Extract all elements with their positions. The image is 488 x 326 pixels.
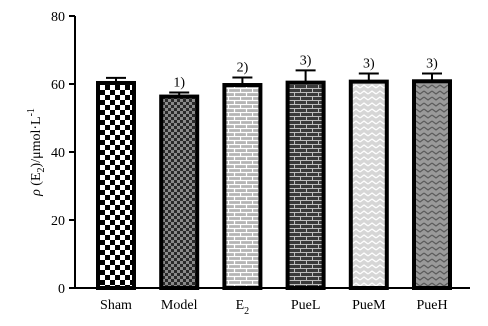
y-axis-unit: )/μmol·L bbox=[29, 116, 44, 167]
y-tick-label: 0 bbox=[58, 282, 65, 297]
significance-label: 2) bbox=[237, 61, 249, 76]
bar bbox=[222, 83, 263, 290]
y-axis-quantity: (E bbox=[29, 172, 44, 185]
bar-group bbox=[96, 76, 136, 291]
bar-group: 2) bbox=[222, 61, 263, 290]
x-tick-text: Model bbox=[161, 298, 198, 313]
x-tick-label: PueH bbox=[416, 298, 447, 313]
x-tick-text: PueH bbox=[416, 298, 447, 313]
x-axis: Sham Model E2 PueL PueM PueH bbox=[74, 287, 470, 317]
bars: 1) 2) 3) 3) 3) bbox=[96, 53, 452, 291]
x-tick-text: E bbox=[236, 298, 245, 313]
significance-label: 3) bbox=[363, 56, 375, 71]
x-tick-text: Sham bbox=[100, 298, 132, 313]
y-axis: 0 20 40 60 80 bbox=[51, 10, 76, 297]
x-tick-text: PueL bbox=[291, 298, 321, 313]
significance-label: 3) bbox=[300, 53, 312, 68]
y-axis-superscript: -1 bbox=[26, 108, 37, 116]
x-tick-text: PueM bbox=[352, 298, 386, 313]
x-tick-label: Model bbox=[161, 298, 198, 313]
y-tick-label: 60 bbox=[51, 78, 65, 93]
significance-label: 3) bbox=[426, 56, 438, 71]
bar-group: 3) bbox=[412, 56, 452, 290]
y-axis-rho: ρ bbox=[29, 186, 44, 197]
bar-group: 3) bbox=[348, 56, 389, 291]
x-tick-label: E2 bbox=[236, 298, 250, 317]
x-tick-label: Sham bbox=[100, 298, 132, 313]
bar bbox=[159, 94, 200, 290]
bar bbox=[412, 79, 452, 290]
significance-label: 1) bbox=[173, 76, 185, 91]
y-axis-subscript: 2 bbox=[36, 167, 47, 172]
x-tick-label: PueL bbox=[291, 298, 321, 313]
y-axis-label: ρ (E2)/μmol·L-1 bbox=[26, 108, 47, 197]
bar-group: 3) bbox=[285, 53, 326, 290]
y-tick-label: 20 bbox=[51, 214, 65, 229]
y-tick-label: 80 bbox=[51, 10, 65, 25]
bar-group: 1) bbox=[159, 76, 200, 290]
bar bbox=[285, 80, 326, 290]
x-tick-subscript: 2 bbox=[244, 306, 249, 317]
x-tick-label: PueM bbox=[352, 298, 386, 313]
bar bbox=[348, 79, 389, 291]
bar bbox=[96, 80, 136, 291]
y-axis-title: ρ (E2)/μmol·L-1 bbox=[26, 108, 47, 197]
y-tick-label: 40 bbox=[51, 146, 65, 161]
